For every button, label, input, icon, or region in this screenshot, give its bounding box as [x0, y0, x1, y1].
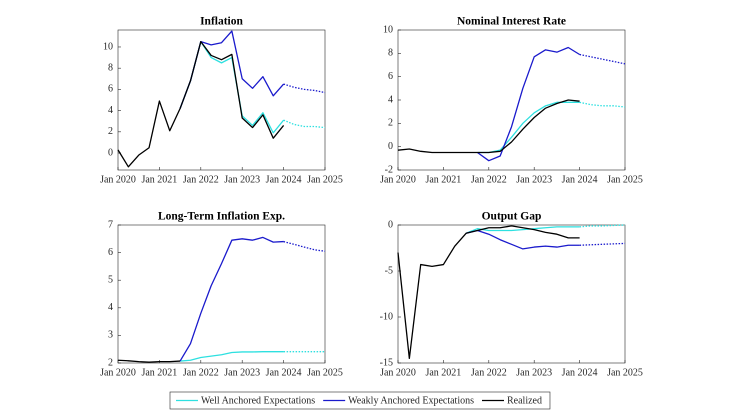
chart-title: Inflation — [200, 16, 243, 28]
series-line — [117, 41, 285, 168]
y-tick-label: 4 — [108, 302, 113, 313]
y-tick-label: 7 — [108, 219, 113, 230]
x-tick-label: Jan 2020 — [380, 367, 416, 378]
series-line — [179, 236, 284, 362]
y-tick-label: 0 — [108, 147, 113, 158]
series-line — [179, 30, 285, 109]
y-tick-label: 10 — [383, 24, 393, 35]
x-tick-label: Jan 2022 — [471, 367, 507, 378]
series-line — [283, 119, 326, 129]
x-tick-label: Jan 2022 — [183, 367, 219, 378]
x-tick-label: Jan 2024 — [266, 367, 302, 378]
series-line — [283, 83, 326, 94]
series-line — [477, 46, 580, 162]
y-tick-label: -15 — [380, 357, 393, 368]
x-tick-label: Jan 2020 — [100, 367, 136, 378]
series-line — [283, 240, 326, 252]
plot-frame — [397, 224, 626, 364]
y-tick-label: 6 — [388, 71, 393, 82]
series-line — [397, 225, 580, 360]
y-tick-label: 6 — [108, 84, 113, 95]
legend-label: Well Anchored Expectations — [201, 395, 315, 406]
y-tick-label: 2 — [108, 357, 113, 368]
plot-frame — [397, 29, 626, 171]
x-tick-label: Jan 2020 — [100, 174, 136, 185]
series-line — [465, 226, 580, 234]
x-tick-label: Jan 2021 — [425, 174, 461, 185]
series-line — [397, 99, 580, 154]
x-tick-label: Jan 2023 — [224, 174, 260, 185]
y-tick-label: -2 — [385, 164, 393, 175]
x-tick-label: Jan 2023 — [516, 367, 552, 378]
legend — [169, 391, 551, 410]
x-tick-label: Jan 2021 — [425, 367, 461, 378]
y-tick-label: 0 — [388, 219, 393, 230]
y-tick-label: 3 — [108, 330, 113, 341]
x-tick-label: Jan 2025 — [307, 174, 343, 185]
y-tick-label: 0 — [388, 141, 393, 152]
series-line — [117, 359, 181, 363]
series-line — [180, 351, 284, 362]
chart-title: Long-Term Inflation Exp. — [158, 211, 285, 223]
x-tick-label: Jan 2022 — [471, 174, 507, 185]
legend-label: Weakly Anchored Expectations — [348, 395, 474, 406]
y-tick-label: 10 — [103, 41, 113, 52]
chart-title: Output Gap — [482, 211, 542, 223]
x-tick-label: Jan 2025 — [607, 367, 643, 378]
x-tick-label: Jan 2025 — [607, 174, 643, 185]
plot-frame — [117, 29, 326, 171]
y-tick-label: 4 — [388, 94, 393, 105]
x-tick-label: Jan 2024 — [562, 367, 598, 378]
series-line — [465, 229, 580, 250]
x-tick-label: Jan 2024 — [266, 174, 302, 185]
x-tick-label: Jan 2022 — [183, 174, 219, 185]
x-tick-label: Jan 2024 — [562, 174, 598, 185]
plot-frame — [117, 224, 326, 364]
y-tick-label: 2 — [388, 118, 393, 129]
x-tick-label: Jan 2025 — [307, 367, 343, 378]
series-line — [477, 101, 580, 154]
y-tick-label: 5 — [108, 274, 113, 285]
series-line — [579, 101, 626, 108]
y-tick-label: 4 — [108, 105, 113, 116]
x-tick-label: Jan 2021 — [141, 174, 177, 185]
y-tick-label: 6 — [108, 247, 113, 258]
y-tick-label: 8 — [108, 62, 113, 73]
x-tick-label: Jan 2021 — [141, 367, 177, 378]
x-tick-label: Jan 2023 — [516, 174, 552, 185]
y-tick-label: -10 — [380, 311, 393, 322]
y-tick-label: -5 — [385, 265, 393, 276]
x-tick-label: Jan 2020 — [380, 174, 416, 185]
series-line — [579, 53, 626, 65]
y-tick-label: 2 — [108, 126, 113, 137]
x-tick-label: Jan 2023 — [224, 367, 260, 378]
series-line — [579, 242, 626, 246]
chart-title: Nominal Interest Rate — [457, 16, 566, 28]
y-tick-label: 8 — [388, 48, 393, 59]
legend-label: Realized — [507, 395, 542, 406]
